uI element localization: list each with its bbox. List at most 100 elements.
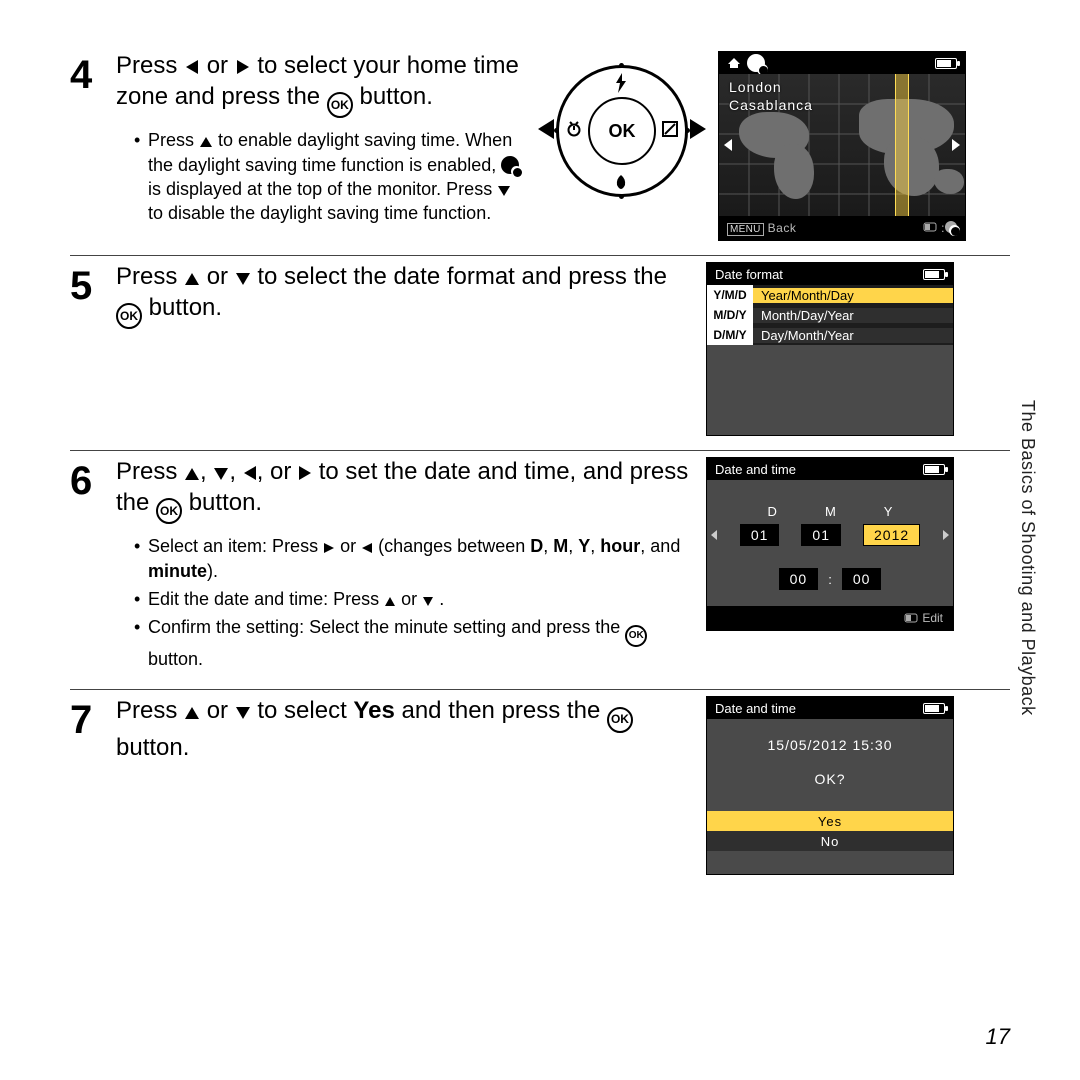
step-body: Press , , , or to set the date and time,… [116,457,706,675]
step-body: Press or to select the date format and p… [116,262,706,329]
dst-icon [747,54,765,72]
down-arrow-icon [235,272,251,286]
screen-title: Date and time [715,701,796,716]
left-arrow-icon[interactable] [723,138,733,152]
confirm-no[interactable]: No [707,831,953,851]
format-tag: Y/M/D [707,285,753,305]
day-field[interactable]: 01 [740,524,780,546]
right-arrow-icon [298,465,312,481]
ok-button-icon: OK [156,498,182,524]
up-arrow-icon [184,706,200,720]
timezone-city-label: London Casablanca [729,78,813,114]
text: is displayed at the top of the monitor. … [148,179,497,199]
ok-button-icon: OK [116,303,142,329]
step-title: Press or to select the date format and p… [116,262,694,329]
exposure-comp-icon [662,121,678,137]
right-arrow-icon [235,59,251,75]
format-label: Day/Month/Year [753,328,953,343]
datetime-editor: D M Y 01 01 2012 00 : 00 [707,480,953,630]
camera-lcd-date-format: Date format Y/M/D Year/Month/Day M/D/Y M… [706,262,954,436]
text: minute [148,561,207,581]
camera-titlebar [719,52,965,74]
dst-icon [945,221,957,233]
ok-button-icon: OK [625,625,647,647]
battery-icon [923,269,945,280]
camera-footer: Edit [707,606,953,630]
text: London [729,78,813,96]
text: Press [148,130,199,150]
format-tag: D/M/Y [707,325,753,345]
camera-titlebar: Date and time [707,458,953,480]
text: (changes between [378,536,530,556]
right-arrow-icon[interactable] [951,138,961,152]
down-arrow-icon [235,706,251,720]
battery-icon [923,464,945,475]
screen-title: Date and time [715,462,796,477]
text: Press [116,458,184,485]
step-7: 7 Press or to select Yes and then press … [70,690,1010,889]
camera-lcd-datetime-edit: Date and time D M Y 01 01 2012 [706,457,954,631]
up-arrow-icon [384,596,396,607]
right-arrow-icon [323,542,335,554]
year-field[interactable]: 2012 [863,524,920,546]
text: Press [116,697,184,724]
text: , [543,536,553,556]
step-number: 4 [70,51,116,95]
step-title: Press or to select your home time zone a… [116,51,524,118]
camera-lcd-timezone: London Casablanca MENU Back : [718,51,966,241]
text: or [207,263,235,290]
field-label-y: Y [884,504,893,519]
format-tag: M/D/Y [707,305,753,325]
right-arrow-icon[interactable] [942,529,950,541]
text: button. [116,734,189,761]
text: Select an item: Press [148,536,323,556]
format-option-list: Y/M/D Year/Month/Day M/D/Y Month/Day/Yea… [707,285,953,435]
text: , [200,458,213,485]
step-4: 4 Press or to select your home time zone… [70,45,1010,256]
toggle-icon [904,613,918,623]
confirm-yes[interactable]: Yes [707,811,953,831]
confirm-datetime: 15/05/2012 15:30 [768,737,893,753]
text: , [568,536,578,556]
left-arrow-icon[interactable] [710,529,718,541]
ok-button-icon: OK [607,707,633,733]
step-bullets: Press to enable daylight saving time. Wh… [116,128,524,225]
hour-field[interactable]: 00 [779,568,819,590]
up-arrow-icon [199,136,213,148]
dst-toggle-hint: : [923,221,957,235]
text: D [530,536,543,556]
page-number: 17 [986,1024,1010,1050]
format-label: Month/Day/Year [753,308,953,323]
field-label-m: M [825,504,836,519]
menu-button-icon[interactable]: MENU [727,223,764,236]
step-body: Press or to select Yes and then press th… [116,696,706,763]
left-arrow-icon [184,59,200,75]
step-number: 6 [70,457,116,501]
down-arrow-icon [213,467,229,481]
down-arrow-icon [497,185,511,197]
back-label: Back [768,221,797,235]
up-arrow-icon [184,272,200,286]
format-option[interactable]: Y/M/D Year/Month/Day [707,285,953,305]
step-body: Press or to select your home time zone a… [116,51,536,230]
text: Press [116,263,184,290]
screen-title: Date format [715,267,783,282]
step-title: Press or to select Yes and then press th… [116,696,694,763]
bullet-item: Edit the date and time: Press or . [134,587,694,611]
text: to select [257,697,353,724]
minute-field[interactable]: 00 [842,568,882,590]
field-label-d: D [768,504,777,519]
up-arrow-icon [184,467,200,481]
text: button. [148,649,203,669]
text: , [229,458,242,485]
format-option[interactable]: D/M/Y Day/Month/Year [707,325,953,345]
right-arrow-icon [688,117,708,141]
text: or [207,52,235,79]
camera-footer: MENU Back : [719,216,965,240]
step-6: 6 Press , , , or to set the date and tim… [70,451,1010,690]
battery-icon [935,58,957,69]
format-option[interactable]: M/D/Y Month/Day/Year [707,305,953,325]
step-number: 7 [70,696,116,740]
month-field[interactable]: 01 [801,524,841,546]
left-arrow-icon [536,117,556,141]
